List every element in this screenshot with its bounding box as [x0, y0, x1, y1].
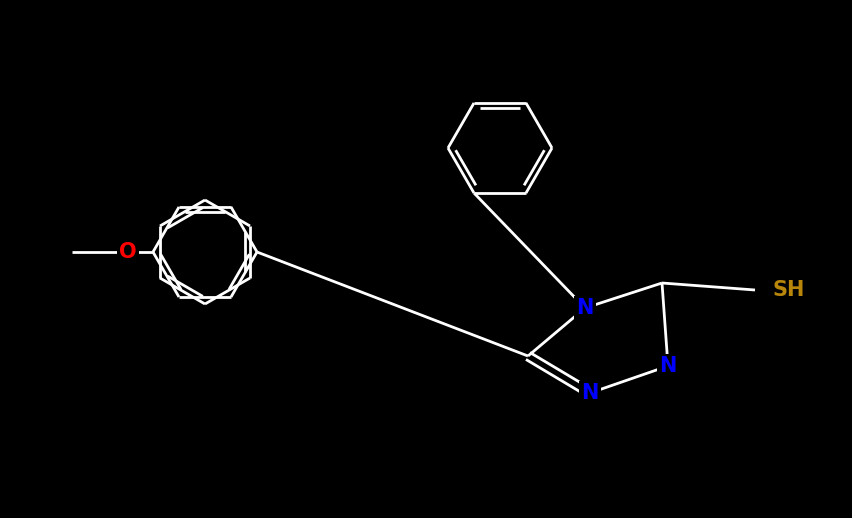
Text: N: N	[659, 356, 676, 376]
Text: O: O	[119, 242, 137, 262]
Text: N: N	[576, 298, 594, 318]
Text: N: N	[581, 383, 599, 403]
Text: SH: SH	[773, 280, 805, 300]
